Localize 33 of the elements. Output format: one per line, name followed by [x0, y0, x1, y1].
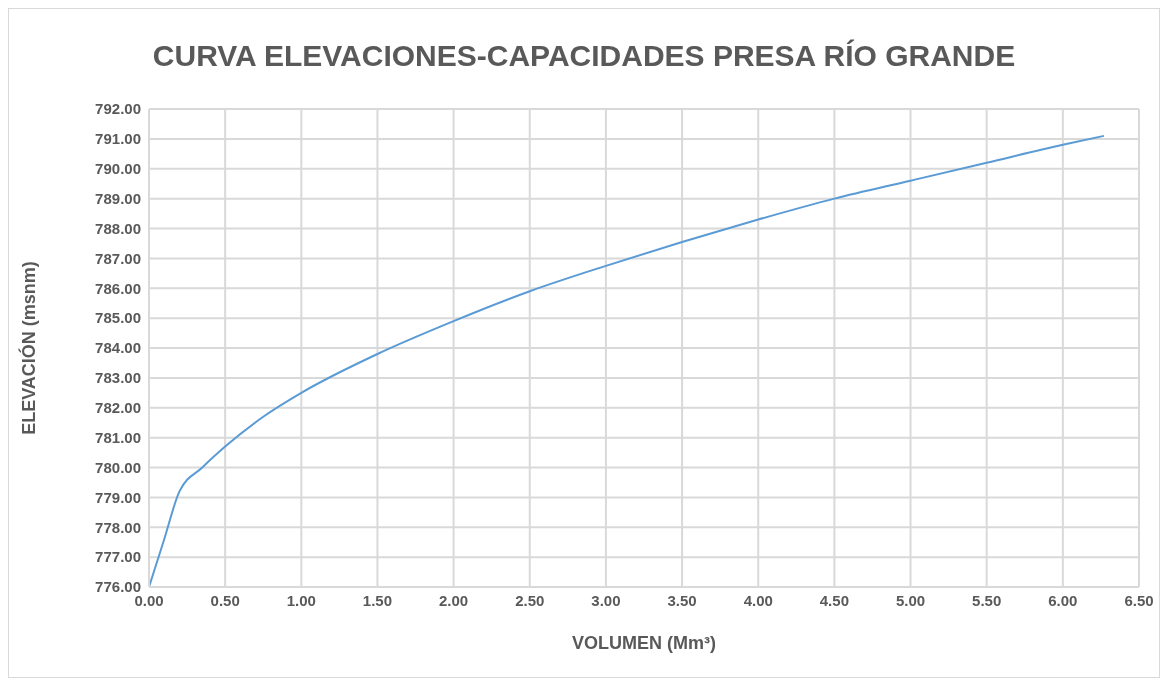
y-tick-label: 787.00 [95, 249, 141, 267]
y-tick-label: 786.00 [95, 279, 141, 297]
x-tick-label: 6.00 [1048, 591, 1078, 609]
y-tick-label: 779.00 [95, 488, 141, 506]
y-tick-label: 789.00 [95, 189, 141, 207]
y-tick-label: 781.00 [95, 428, 141, 446]
x-tick-label: 5.50 [972, 591, 1002, 609]
x-tick-label: 2.50 [515, 591, 545, 609]
y-tick-label: 788.00 [95, 219, 141, 237]
y-tick-label: 783.00 [95, 369, 141, 387]
y-axis-title: ELEVACIÓN (msnm) [18, 261, 40, 435]
y-tick-label: 785.00 [95, 309, 141, 327]
y-tick-label: 777.00 [95, 548, 141, 566]
y-tick-label: 780.00 [95, 458, 141, 476]
y-tick-label: 784.00 [95, 339, 141, 357]
x-tick-label: 4.00 [743, 591, 773, 609]
x-tick-label: 2.00 [439, 591, 469, 609]
x-tick-label: 1.50 [362, 591, 393, 609]
x-tick-label: 3.00 [591, 591, 621, 609]
x-axis-title: VOLUMEN (Mm³) [572, 633, 716, 653]
chart-title: CURVA ELEVACIONES-CAPACIDADES PRESA RÍO GRANDE [151, 39, 1017, 74]
x-tick-label: 5.00 [895, 591, 926, 609]
line-series [149, 134, 1105, 587]
x-tick-label: 6.50 [1124, 591, 1154, 609]
x-tick-label: 4.50 [819, 591, 849, 609]
y-tick-label: 782.00 [95, 399, 141, 417]
y-tick-label: 792.00 [95, 100, 141, 118]
y-tick-label: 778.00 [95, 518, 141, 536]
y-tick-label: 791.00 [95, 130, 141, 148]
x-tick-label: 3.50 [667, 591, 697, 609]
x-tick-label: 1.00 [286, 591, 316, 609]
y-tick-label: 790.00 [95, 160, 141, 178]
x-tick-label: 0.50 [210, 591, 240, 609]
